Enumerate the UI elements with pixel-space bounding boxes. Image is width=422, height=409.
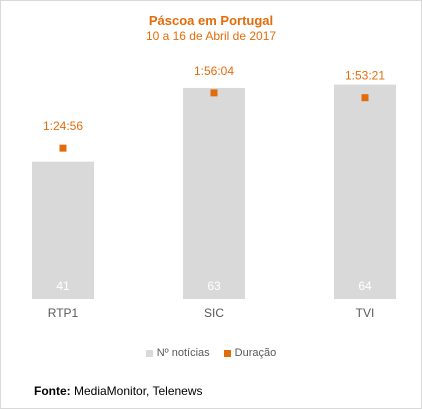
- legend-label-duration: Duração: [234, 347, 277, 359]
- bar-value-label: 63: [207, 279, 221, 293]
- bar-rtp1: [32, 161, 94, 299]
- legend-item-news-count: Nº notícias: [145, 347, 210, 359]
- legend-swatch-marker: [223, 349, 231, 357]
- duration-marker-tvi: [361, 94, 369, 102]
- chart-legend: Nº notícias Duração: [1, 347, 421, 359]
- duration-label: 1:53:21: [345, 69, 385, 83]
- legend-item-duration: Duração: [223, 347, 277, 359]
- x-tick-label: SIC: [204, 306, 224, 320]
- source-note: Fonte: MediaMonitor, Telenews: [34, 384, 203, 398]
- source-label: Fonte:: [34, 384, 71, 398]
- duration-marker-rtp1: [59, 144, 67, 152]
- legend-swatch-bar: [145, 349, 153, 357]
- bar-value-label: 41: [56, 279, 70, 293]
- bar-sic: [183, 87, 245, 299]
- chart-title: Páscoa em Portugal: [148, 13, 274, 28]
- x-tick-label: TVI: [356, 306, 375, 320]
- duration-marker-sic: [210, 89, 218, 97]
- duration-label: 1:24:56: [43, 119, 83, 133]
- chart-subtitle: 10 a 16 de Abril de 2017: [145, 29, 277, 43]
- source-text: MediaMonitor, Telenews: [74, 384, 203, 398]
- x-tick-label: RTP1: [48, 306, 79, 320]
- legend-label-news-count: Nº notícias: [156, 347, 210, 359]
- bar-tvi: [334, 84, 396, 299]
- bar-chart: 41 1:24:56 RTP1 63 1:56:04 SIC 64 1:53:21 TVI: [32, 64, 396, 320]
- bar-value-label: 64: [358, 279, 372, 293]
- duration-label: 1:56:04: [194, 64, 234, 78]
